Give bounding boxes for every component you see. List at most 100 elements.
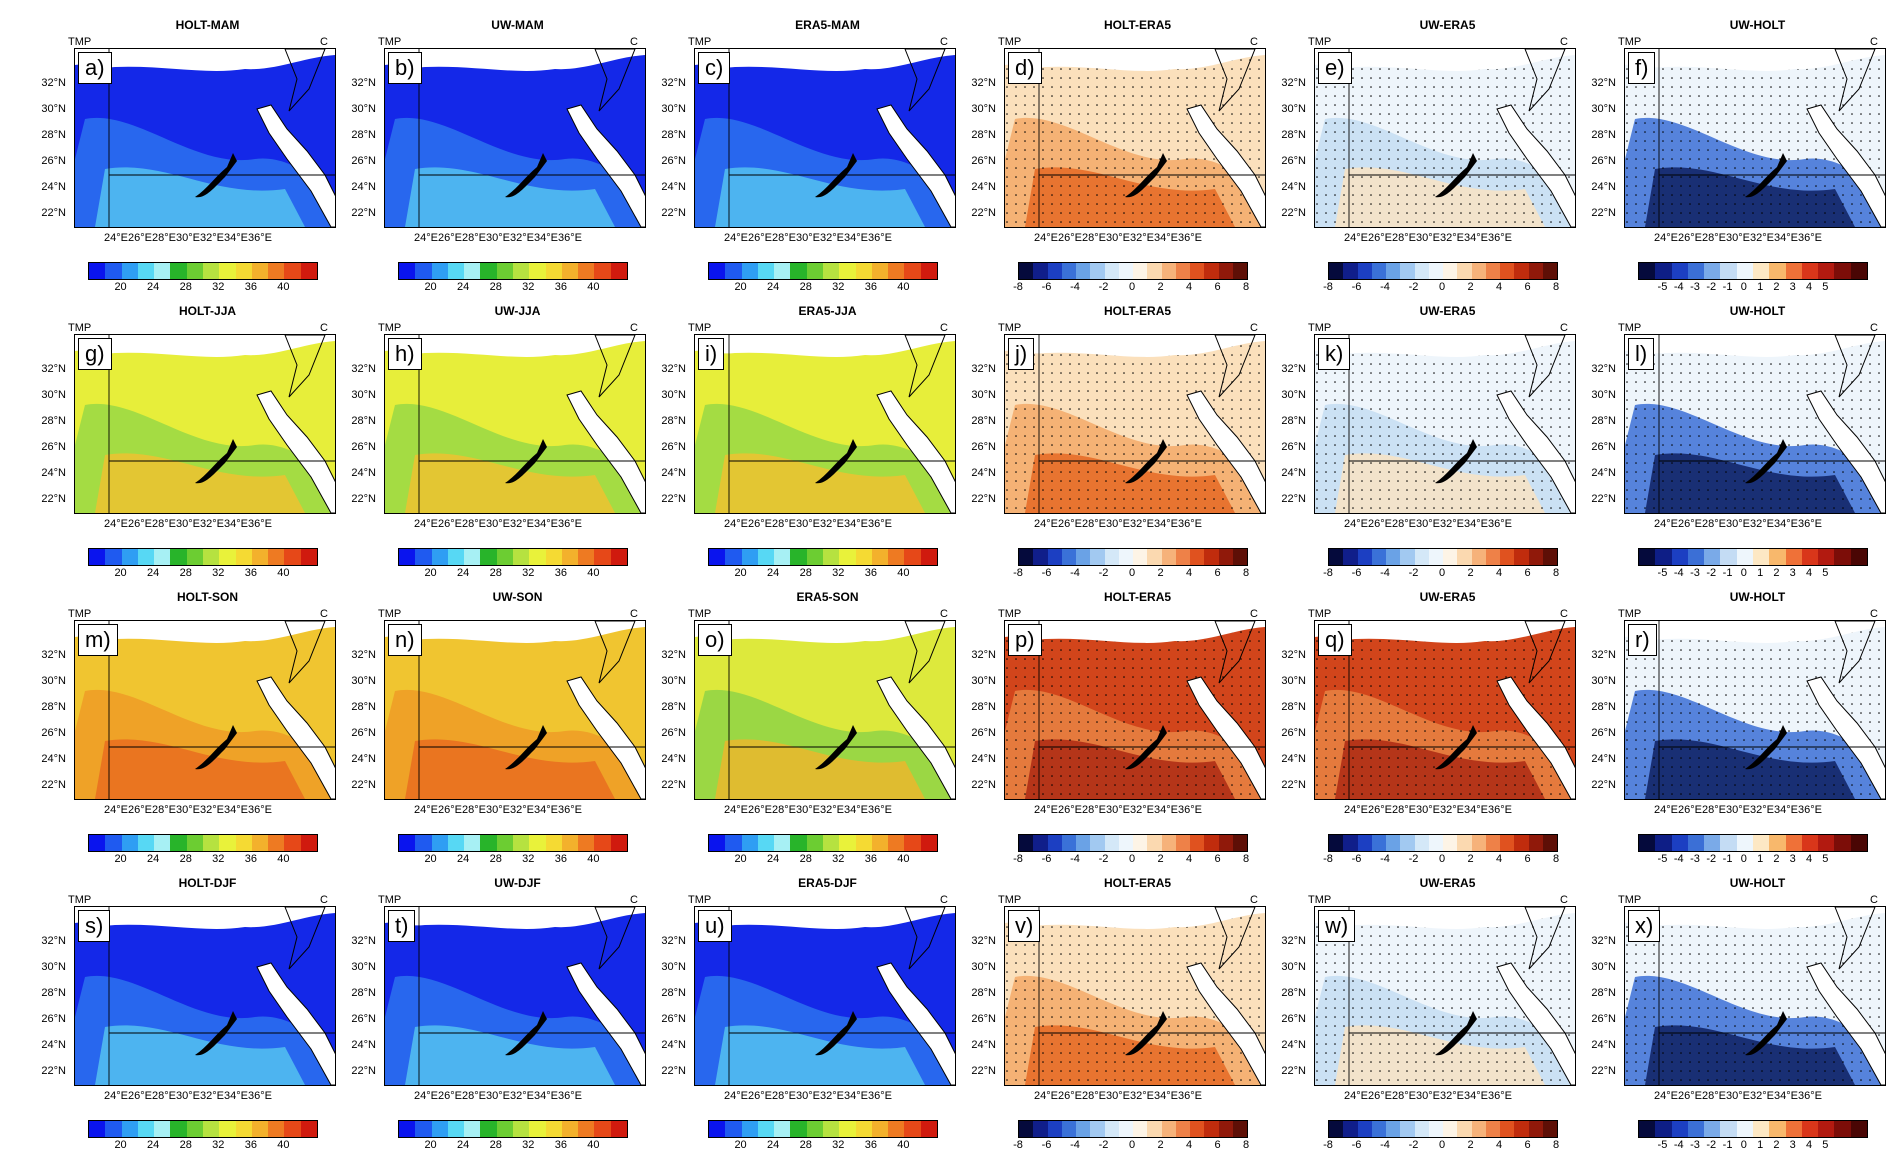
colorbar-tick-label: -2 <box>1706 1139 1717 1151</box>
coastline-sinai <box>904 49 946 112</box>
colorbar-tick-label: 2 <box>1467 281 1474 293</box>
lat-tick-label: 22°N <box>1281 207 1306 219</box>
colorbar-swatch <box>137 1121 155 1137</box>
lon-tick-label: 26°E <box>128 804 152 816</box>
colorbar-tick-label: -2 <box>1706 567 1717 579</box>
panel-label: e) <box>1318 52 1352 84</box>
lon-tick-label: 30°E <box>1106 232 1130 244</box>
colorbar-swatch <box>431 549 448 565</box>
panel-label: u) <box>698 910 732 942</box>
map-frame: h) <box>384 334 646 514</box>
colorbar-swatch <box>594 835 611 851</box>
lat-tick-label: 28°N <box>1591 987 1616 999</box>
unit-label: C <box>630 322 638 334</box>
lon-tick-label: 24°E <box>104 1090 128 1102</box>
lat-tick-label: 24°N <box>661 1039 686 1051</box>
lat-tick-label: 32°N <box>1281 935 1306 947</box>
mediterranean-sea <box>695 907 955 929</box>
colorbar-swatch <box>1076 835 1091 851</box>
lon-tick-label: 32°E <box>510 804 534 816</box>
colorbar-swatch <box>610 1121 627 1137</box>
colorbar-tick-label: -5 <box>1657 853 1668 865</box>
colorbar-tick-label: 32 <box>832 281 845 293</box>
colorbar-swatch <box>1047 1121 1062 1137</box>
lon-tick-label: 34°E <box>1464 804 1488 816</box>
lon-tick-label: 32°E <box>200 518 224 530</box>
colorbar-swatch <box>1343 1121 1358 1137</box>
colorbar-swatch <box>1671 1121 1688 1137</box>
panel-label: k) <box>1318 338 1351 370</box>
map-frame: q) <box>1314 620 1576 800</box>
lon-tick-label: 28°E <box>1392 804 1416 816</box>
colorbar-swatch <box>251 549 269 565</box>
lon-tick-label: 30°E <box>1726 518 1750 530</box>
lon-tick-label: 36°E <box>1798 518 1822 530</box>
colorbar-swatch <box>1834 1121 1851 1137</box>
colorbar-swatch <box>1147 1121 1162 1137</box>
colorbar-swatch <box>1704 549 1721 565</box>
colorbar-swatch <box>920 1121 937 1137</box>
colorbar-tick-label: 24 <box>767 281 780 293</box>
colorbar-swatch <box>610 263 627 279</box>
panel-label: l) <box>1628 338 1655 370</box>
colorbar-swatch <box>447 835 465 851</box>
lat-tick-label: 30°N <box>41 103 66 115</box>
unit-label: C <box>1250 322 1258 334</box>
panel-label: j) <box>1008 338 1035 370</box>
colorbar-swatch <box>1639 263 1656 279</box>
panel-title: UW-HOLT <box>1729 876 1786 890</box>
colorbar-swatch <box>1485 263 1500 279</box>
lon-tick-label: 32°E <box>1440 1090 1464 1102</box>
colorbar-tick-label: 40 <box>587 853 600 865</box>
lon-tick-label: 30°E <box>1416 232 1440 244</box>
red-sea <box>876 104 955 227</box>
colorbar <box>398 1120 628 1138</box>
lon-tick-label: 32°E <box>1750 1090 1774 1102</box>
coastline-sinai <box>1524 335 1566 398</box>
lon-tick-label: 34°E <box>1464 518 1488 530</box>
colorbar-tick-label: 3 <box>1789 853 1796 865</box>
colorbar-swatch <box>464 835 481 851</box>
lat-tick-label: 32°N <box>1281 77 1306 89</box>
field-core <box>405 1025 615 1085</box>
colorbar-swatch <box>1414 835 1429 851</box>
colorbar-swatch <box>1639 1121 1656 1137</box>
panel-title: HOLT-ERA5 <box>1103 876 1172 890</box>
mediterranean-sea <box>1005 621 1265 643</box>
coastline-sinai <box>1214 907 1256 970</box>
panel-title: ERA5-SON <box>796 590 859 604</box>
lat-tick-label: 24°N <box>41 181 66 193</box>
colorbar-swatch <box>415 1121 432 1137</box>
lake-nasser <box>815 725 857 770</box>
colorbar-tick-label: 0 <box>1438 853 1446 865</box>
colorbar-swatch <box>1428 1121 1443 1137</box>
colorbar-tick-label: 2 <box>1467 1139 1474 1151</box>
lon-tick-label: 36°E <box>1488 1090 1512 1102</box>
colorbar-swatch <box>561 1121 579 1137</box>
colorbar-tick-label: -8 <box>1323 281 1333 293</box>
colorbar-swatch <box>1704 1121 1721 1137</box>
colorbar-swatch <box>1175 263 1190 279</box>
lat-tick-label: 22°N <box>1591 779 1616 791</box>
colorbar-swatch <box>105 835 122 851</box>
lat-tick-label: 24°N <box>351 181 376 193</box>
panel-title: UW-DJF <box>494 876 541 890</box>
lon-tick-label: 28°E <box>152 232 176 244</box>
lat-tick-label: 26°N <box>351 441 376 453</box>
lon-tick-label: 32°E <box>510 518 534 530</box>
colorbar-swatch <box>1500 263 1515 279</box>
lon-tick-label: 28°E <box>772 232 796 244</box>
lon-tick-label: 34°E <box>1154 518 1178 530</box>
colorbar-tick-label: 20 <box>734 853 747 865</box>
colorbar-swatch <box>1834 263 1851 279</box>
colorbar-swatch <box>1457 1121 1472 1137</box>
colorbar-swatch <box>447 263 465 279</box>
coastline-sinai <box>594 49 636 112</box>
lon-tick-label: 26°E <box>1058 1090 1082 1102</box>
lat-tick-label: 30°N <box>1281 675 1306 687</box>
lon-tick-label: 32°E <box>510 232 534 244</box>
